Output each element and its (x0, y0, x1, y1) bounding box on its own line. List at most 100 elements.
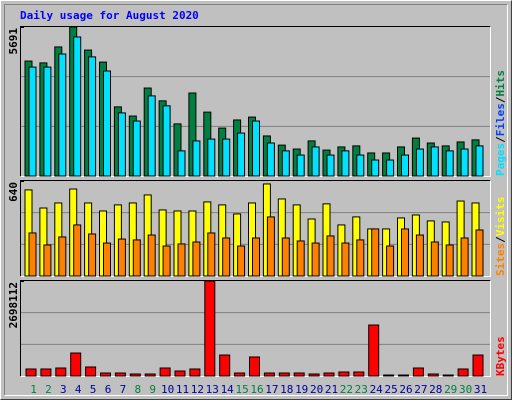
bar (249, 356, 260, 377)
bar (401, 228, 409, 277)
bar (192, 241, 201, 277)
bar (159, 367, 171, 377)
bar (415, 148, 424, 177)
bar (222, 237, 231, 277)
bar (252, 237, 260, 277)
bar (266, 216, 275, 277)
legend: Pages/Files/Hits (494, 70, 507, 176)
x-tick-label: 6 (105, 383, 112, 396)
bar (189, 368, 201, 377)
bar (430, 241, 439, 277)
bar (296, 240, 305, 277)
bar (326, 154, 335, 177)
legend-entry: Hits (494, 70, 507, 97)
bar (103, 70, 111, 177)
x-tick-label: 10 (161, 383, 174, 396)
bar (55, 367, 67, 377)
panel-border-dark (20, 180, 491, 277)
y-tick-label: 2698112 (7, 282, 20, 328)
bar (162, 245, 171, 277)
x-tick-label: 11 (176, 383, 189, 396)
bar (192, 140, 201, 177)
bar (430, 146, 439, 177)
bar (147, 234, 156, 277)
bar (100, 372, 111, 377)
bar (114, 372, 126, 377)
bar (296, 154, 305, 177)
bar (278, 372, 290, 377)
bar (204, 280, 216, 377)
x-tick-label: 18 (280, 383, 293, 396)
legend: KBytes (494, 336, 507, 376)
bar (341, 242, 350, 277)
bar (353, 371, 365, 377)
bar (412, 367, 424, 377)
bar (460, 237, 469, 277)
bar (371, 228, 380, 277)
bar (237, 245, 246, 277)
bar (144, 373, 156, 377)
bar (445, 244, 454, 277)
legend-entry: Files (494, 103, 507, 136)
bar (88, 56, 97, 177)
x-tick-label: 29 (444, 383, 457, 396)
legend-separator: / (494, 136, 507, 143)
bar (356, 154, 365, 177)
bar (386, 245, 395, 277)
bar (207, 138, 216, 177)
bar (460, 148, 469, 177)
bar (103, 242, 111, 277)
bar (323, 372, 335, 377)
bar (73, 36, 82, 177)
chart-title: Daily usage for August 2020 (20, 9, 199, 22)
bar (58, 236, 67, 277)
bar (475, 145, 484, 177)
legend-separator: / (494, 236, 507, 243)
legend-entry: Sites (494, 243, 507, 276)
x-tick-label: 1 (30, 383, 37, 396)
x-tick-label: 2 (45, 383, 52, 396)
x-tick-label: 22 (340, 383, 353, 396)
bar (457, 368, 469, 377)
bar (88, 233, 97, 277)
bar (222, 138, 231, 177)
panel-border-dark (20, 280, 491, 377)
bar (326, 235, 335, 277)
x-tick-label: 19 (295, 383, 308, 396)
y-tick-label: 640 (7, 182, 20, 202)
x-tick-label: 31 (474, 383, 487, 396)
bar (28, 232, 37, 277)
bar (281, 237, 290, 277)
bar (281, 150, 290, 177)
x-tick-label: 3 (60, 383, 67, 396)
x-tick-label: 12 (191, 383, 204, 396)
bar (117, 238, 126, 277)
panel-border-dark (20, 26, 491, 177)
bar (117, 112, 126, 177)
bar (427, 373, 439, 377)
bar (219, 354, 231, 377)
bar (308, 373, 320, 377)
bar (177, 150, 186, 177)
legend-entry: Pages (494, 143, 507, 176)
bar (445, 150, 454, 177)
bar (341, 150, 350, 177)
bar (58, 53, 67, 177)
bar (475, 229, 484, 277)
x-tick-label: 7 (120, 383, 127, 396)
bar (70, 352, 82, 377)
x-tick-label: 30 (459, 383, 472, 396)
bar (162, 105, 171, 177)
bar (174, 370, 186, 377)
bar (207, 232, 216, 277)
bar (472, 354, 484, 377)
x-tick-label: 9 (149, 383, 156, 396)
x-tick-label: 13 (206, 383, 219, 396)
legend-separator: / (494, 96, 507, 103)
bar (442, 374, 454, 377)
bar (177, 243, 186, 277)
legend-entry: KBytes (494, 336, 507, 376)
x-tick-label: 16 (250, 383, 263, 396)
bar (129, 373, 141, 377)
